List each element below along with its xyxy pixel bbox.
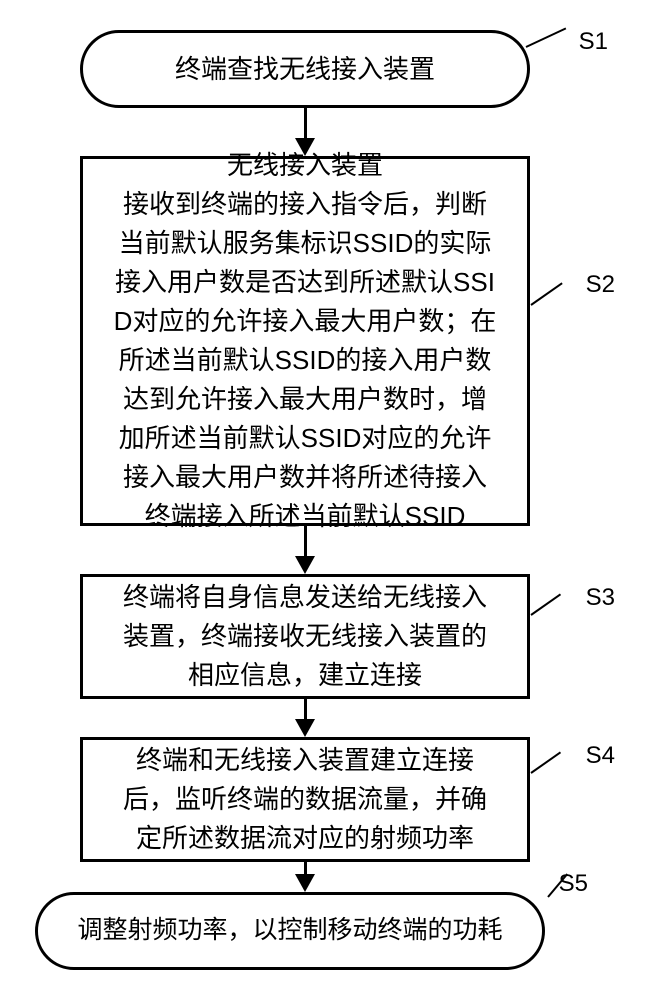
node-s2-line-0: 无线接入装置 [227, 146, 383, 185]
node-s2: 无线接入装置 接收到终端的接入指令后，判断 当前默认服务集标识SSID的实际 接… [80, 156, 530, 526]
node-s3: 终端将自身信息发送给无线接入 装置，终端接收无线接入装置的 相应信息，建立连接 [80, 574, 530, 699]
node-s5: 调整射频功率，以控制移动终端的功耗 [35, 892, 545, 970]
label-line-s2 [530, 282, 562, 305]
label-line-s4 [530, 752, 561, 774]
node-s2-line-6: 达到允许接入最大用户数时，增 [123, 380, 487, 419]
node-s4-line-1: 后，监听终端的数据流量，并确 [123, 780, 487, 819]
node-s3-line-1: 装置，终端接收无线接入装置的 [123, 617, 487, 656]
node-s2-line-8: 接入最大用户数并将所述待接入 [123, 458, 487, 497]
step-label-s1: S1 [579, 28, 608, 56]
flowchart-container: 终端查找无线接入装置 S1 无线接入装置 接收到终端的接入指令后，判断 当前默认… [50, 30, 560, 970]
row-s2: 无线接入装置 接收到终端的接入指令后，判断 当前默认服务集标识SSID的实际 接… [50, 156, 560, 526]
row-s3: 终端将自身信息发送给无线接入 装置，终端接收无线接入装置的 相应信息，建立连接 … [50, 574, 560, 699]
row-s1: 终端查找无线接入装置 S1 [50, 30, 560, 108]
label-line-s1 [526, 27, 567, 47]
node-s4-line-0: 终端和无线接入装置建立连接 [136, 741, 474, 780]
node-s2-line-5: 所述当前默认SSID的接入用户数 [119, 341, 492, 380]
row-s4: 终端和无线接入装置建立连接 后，监听终端的数据流量，并确 定所述数据流对应的射频… [50, 737, 560, 862]
node-s4-line-2: 定所述数据流对应的射频功率 [136, 819, 474, 858]
node-s2-line-4: D对应的允许接入最大用户数；在 [114, 302, 497, 341]
step-label-s5: S5 [559, 870, 588, 898]
arrow-3 [50, 699, 560, 737]
node-s2-line-1: 接收到终端的接入指令后，判断 [123, 185, 487, 224]
node-s3-line-0: 终端将自身信息发送给无线接入 [123, 578, 487, 617]
node-s5-text: 调整射频功率，以控制移动终端的功耗 [77, 912, 502, 950]
node-s4: 终端和无线接入装置建立连接 后，监听终端的数据流量，并确 定所述数据流对应的射频… [80, 737, 530, 862]
step-label-s4: S4 [586, 742, 615, 770]
node-s2-line-2: 当前默认服务集标识SSID的实际 [119, 224, 492, 263]
node-s1-text: 终端查找无线接入装置 [175, 50, 435, 89]
node-s1: 终端查找无线接入装置 [80, 30, 530, 108]
step-label-s3: S3 [586, 584, 615, 612]
node-s3-line-2: 相应信息，建立连接 [188, 656, 422, 695]
arrow-4 [50, 862, 560, 892]
step-label-s2: S2 [586, 271, 615, 299]
row-s5: 调整射频功率，以控制移动终端的功耗 S5 [20, 892, 560, 970]
arrow-2 [50, 526, 560, 574]
node-s2-line-3: 接入用户数是否达到所述默认SSI [115, 263, 495, 302]
label-line-s3 [530, 594, 561, 616]
node-s2-line-7: 加所述当前默认SSID对应的允许 [119, 419, 492, 458]
